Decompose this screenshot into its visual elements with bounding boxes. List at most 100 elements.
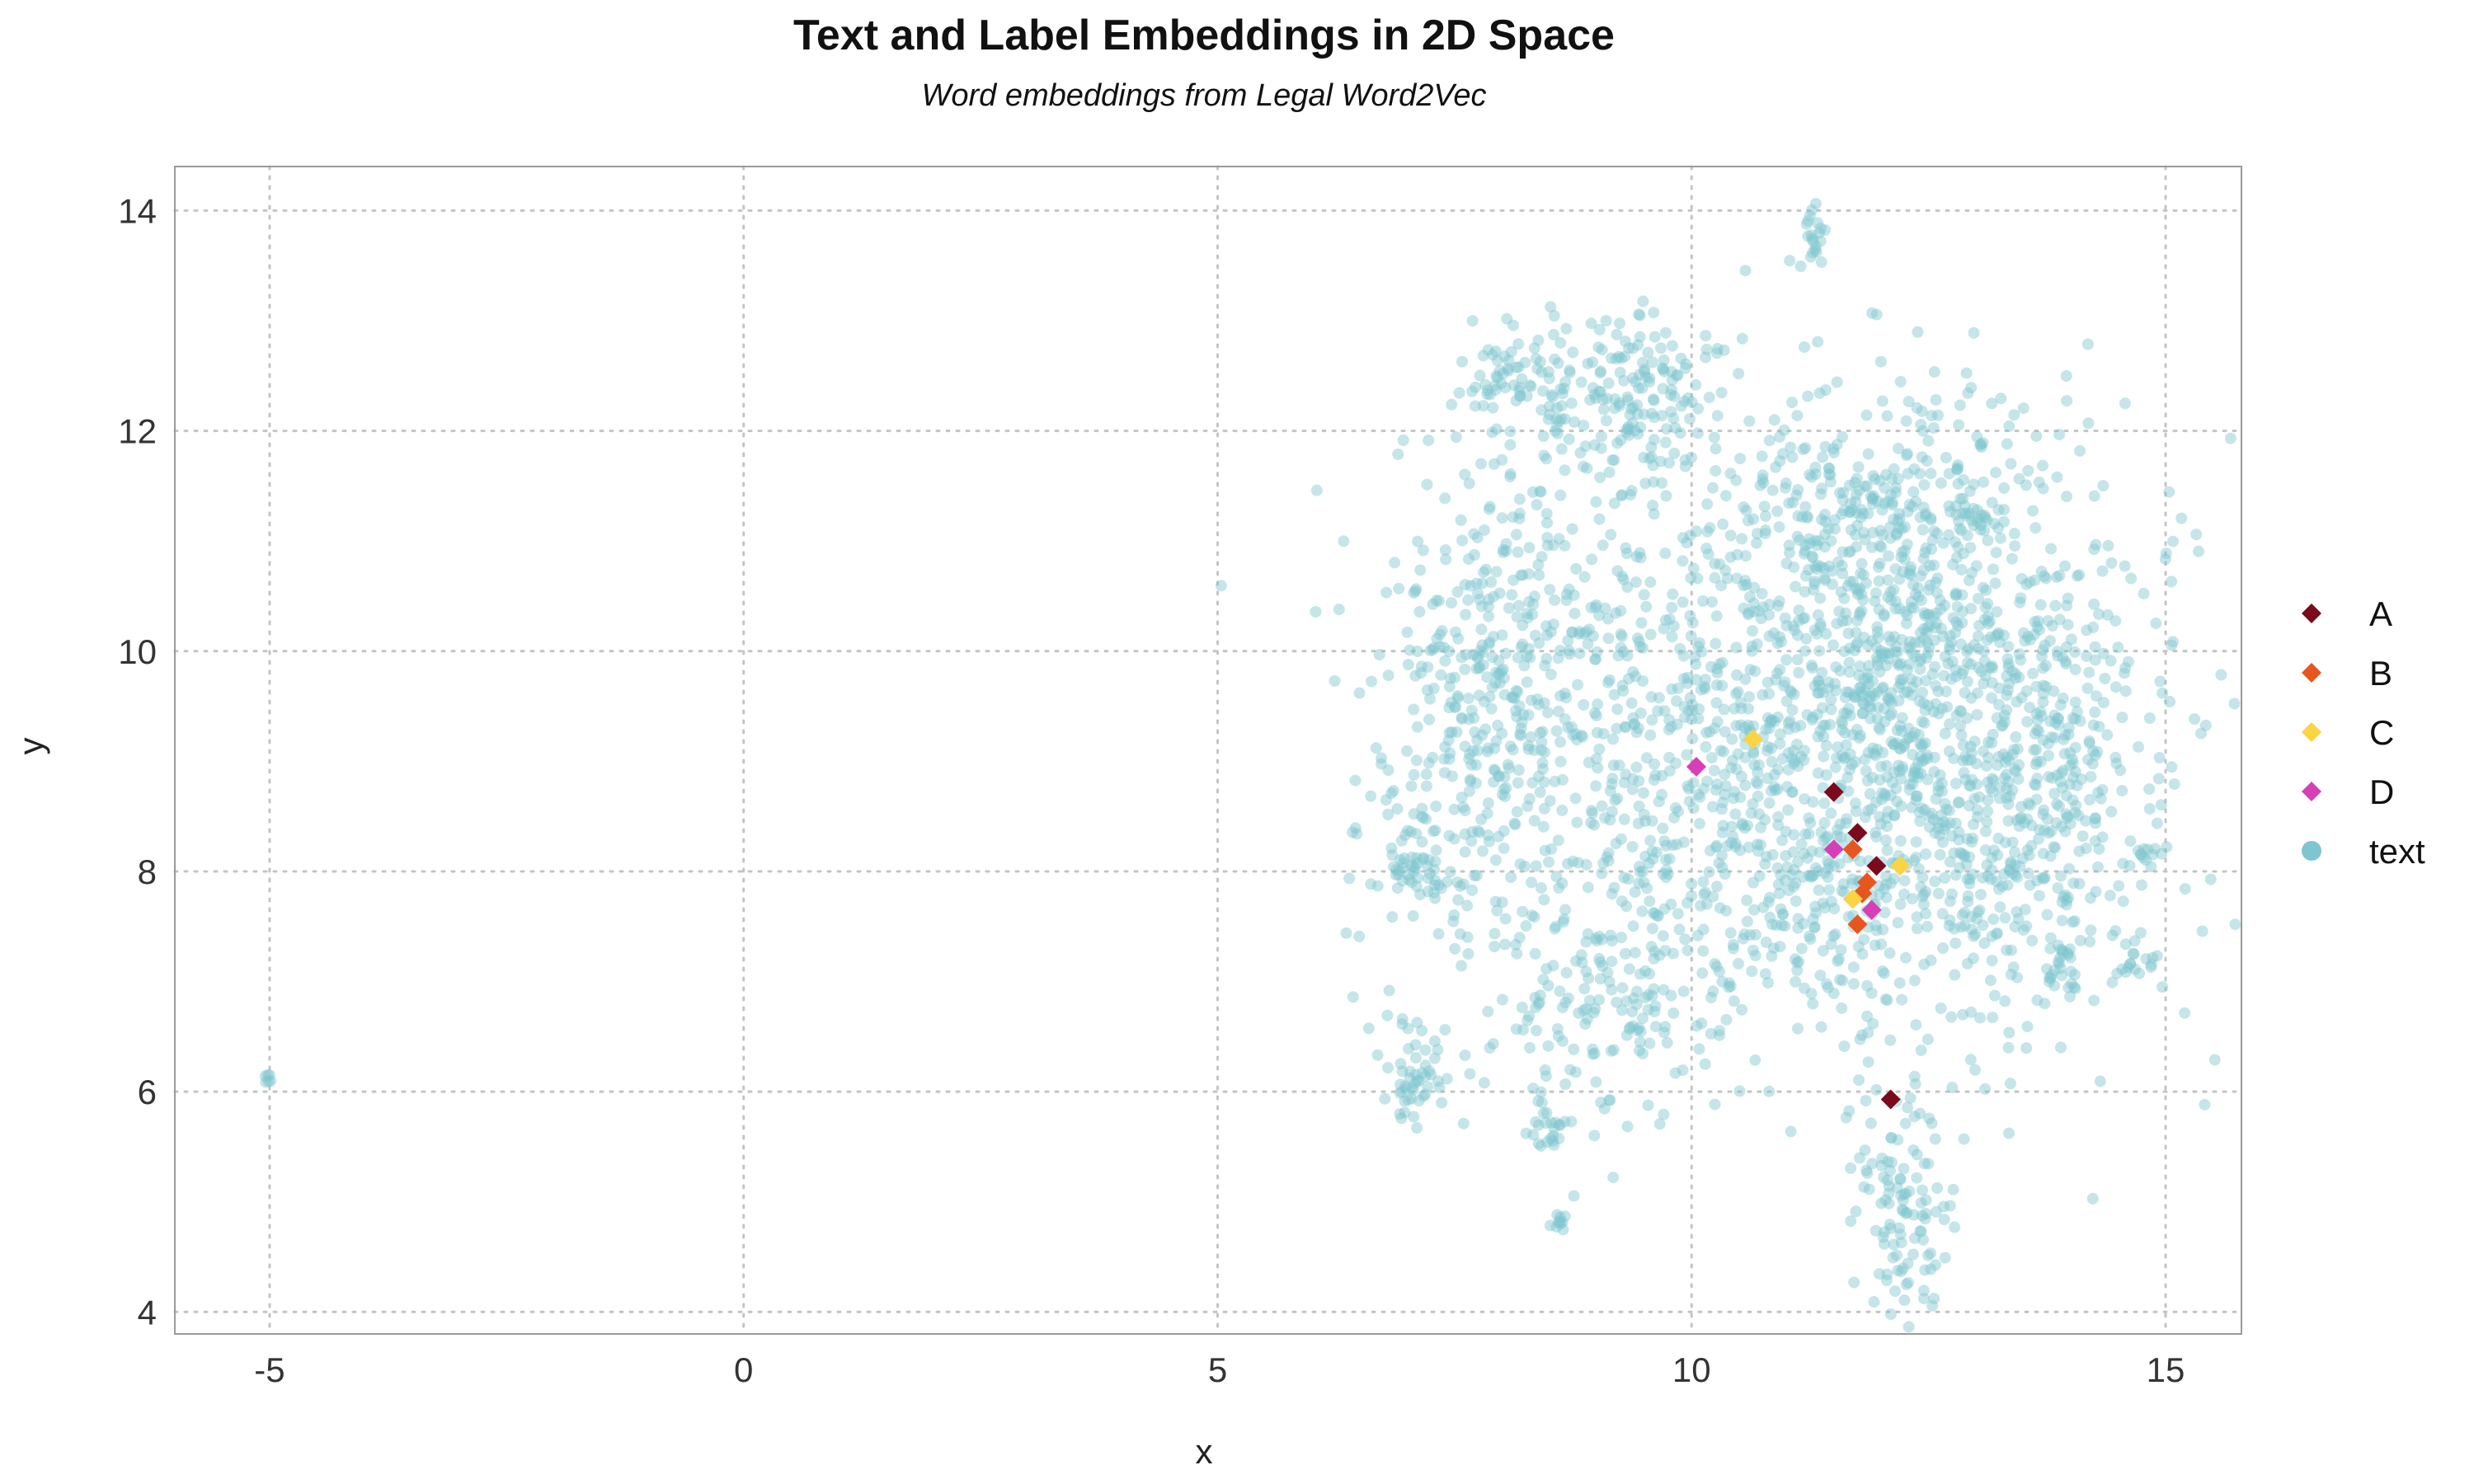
text-point (2154, 675, 2166, 688)
text-point (1964, 1054, 1977, 1066)
text-point (1621, 391, 1634, 403)
text-point (1525, 730, 1537, 743)
text-point (1957, 739, 1969, 751)
text-point (2064, 818, 2077, 830)
text-point (1657, 362, 1669, 374)
text-point (1888, 1238, 1900, 1251)
text-point (1983, 615, 1996, 627)
text-point (1891, 1181, 1903, 1194)
text-point (1855, 567, 1867, 580)
text-point (1793, 667, 1805, 679)
text-point (2145, 959, 2157, 970)
text-point (1772, 810, 1785, 823)
text-point (1466, 825, 1479, 838)
text-point (1900, 1278, 1912, 1290)
text-point (2057, 651, 2069, 664)
text-point (1919, 737, 1931, 749)
label-point-b (1847, 914, 1868, 935)
text-point (1909, 1232, 1921, 1244)
text-point (1427, 644, 1439, 656)
text-point (1841, 614, 1853, 627)
text-point (1647, 459, 1659, 472)
text-point (1888, 738, 1900, 750)
text-point (1669, 421, 1681, 434)
text-point (1523, 595, 1536, 608)
text-point (1504, 425, 1517, 438)
text-point (1738, 928, 1751, 941)
text-point (1373, 649, 1385, 660)
text-point (2026, 934, 2039, 946)
text-point (2208, 1054, 2221, 1066)
text-point (2133, 741, 2144, 753)
text-point (1537, 820, 1550, 833)
text-point (1645, 407, 1658, 420)
text-point (2069, 664, 2081, 675)
text-point (1763, 688, 1776, 700)
text-point (1862, 805, 1874, 817)
text-point (1719, 788, 1731, 801)
text-point (1793, 614, 1805, 627)
text-point (1836, 885, 1848, 897)
text-point (1501, 312, 1513, 325)
text-point (1864, 694, 1876, 707)
text-point (1672, 805, 1685, 818)
text-point (1716, 826, 1729, 838)
text-point (1644, 372, 1656, 384)
text-point (1807, 711, 1819, 724)
text-point (1954, 862, 1966, 874)
text-point (1527, 1129, 1540, 1141)
text-point (1473, 662, 1485, 674)
text-point (1806, 845, 1818, 857)
text-point (2105, 805, 2118, 818)
text-point (1788, 829, 1800, 841)
text-point (2037, 734, 2049, 746)
text-point (1992, 883, 2005, 895)
text-point (1956, 909, 1968, 921)
text-point (1666, 340, 1678, 352)
text-point (2045, 825, 2058, 838)
text-point (1791, 530, 1804, 542)
text-point (1664, 388, 1677, 401)
text-point (1596, 430, 1607, 443)
text-point (1861, 639, 1874, 651)
legend-label-d: D (2369, 773, 2394, 811)
text-point (1805, 660, 1818, 672)
text-point (1876, 965, 1888, 977)
text-point (2019, 635, 2031, 647)
text-point (1879, 906, 1891, 918)
text-point (1907, 730, 1919, 743)
text-point (1879, 1194, 1892, 1206)
text-point (1968, 639, 1980, 651)
text-point (2020, 685, 2033, 697)
text-point (2021, 844, 2034, 857)
text-point (1883, 1180, 1895, 1192)
text-point (2021, 813, 2034, 825)
text-point (1738, 501, 1750, 513)
text-point (1776, 919, 1788, 932)
text-point (1780, 654, 1793, 666)
text-point (1783, 885, 1794, 896)
text-point (2051, 798, 2062, 810)
text-point (1571, 734, 1583, 746)
text-point (2040, 660, 2052, 672)
text-point (1791, 964, 1804, 976)
text-point (2089, 706, 2101, 718)
text-point (1919, 609, 1931, 622)
text-point (1806, 232, 1818, 245)
text-point (1402, 1022, 1414, 1035)
text-point (1559, 1210, 1571, 1223)
text-point (1946, 888, 1958, 900)
text-point (1815, 256, 1827, 268)
text-point (1975, 441, 1987, 453)
text-point (1914, 815, 1926, 828)
text-point (2011, 743, 2024, 755)
text-point (1497, 543, 1509, 556)
text-point (1545, 389, 1558, 401)
text-point (1408, 587, 1420, 599)
text-point (1927, 611, 1940, 623)
text-point (1568, 1190, 1580, 1202)
text-point (1818, 509, 1831, 521)
text-point (1595, 442, 1607, 454)
text-point (2008, 744, 2020, 756)
text-point (1760, 510, 1771, 522)
